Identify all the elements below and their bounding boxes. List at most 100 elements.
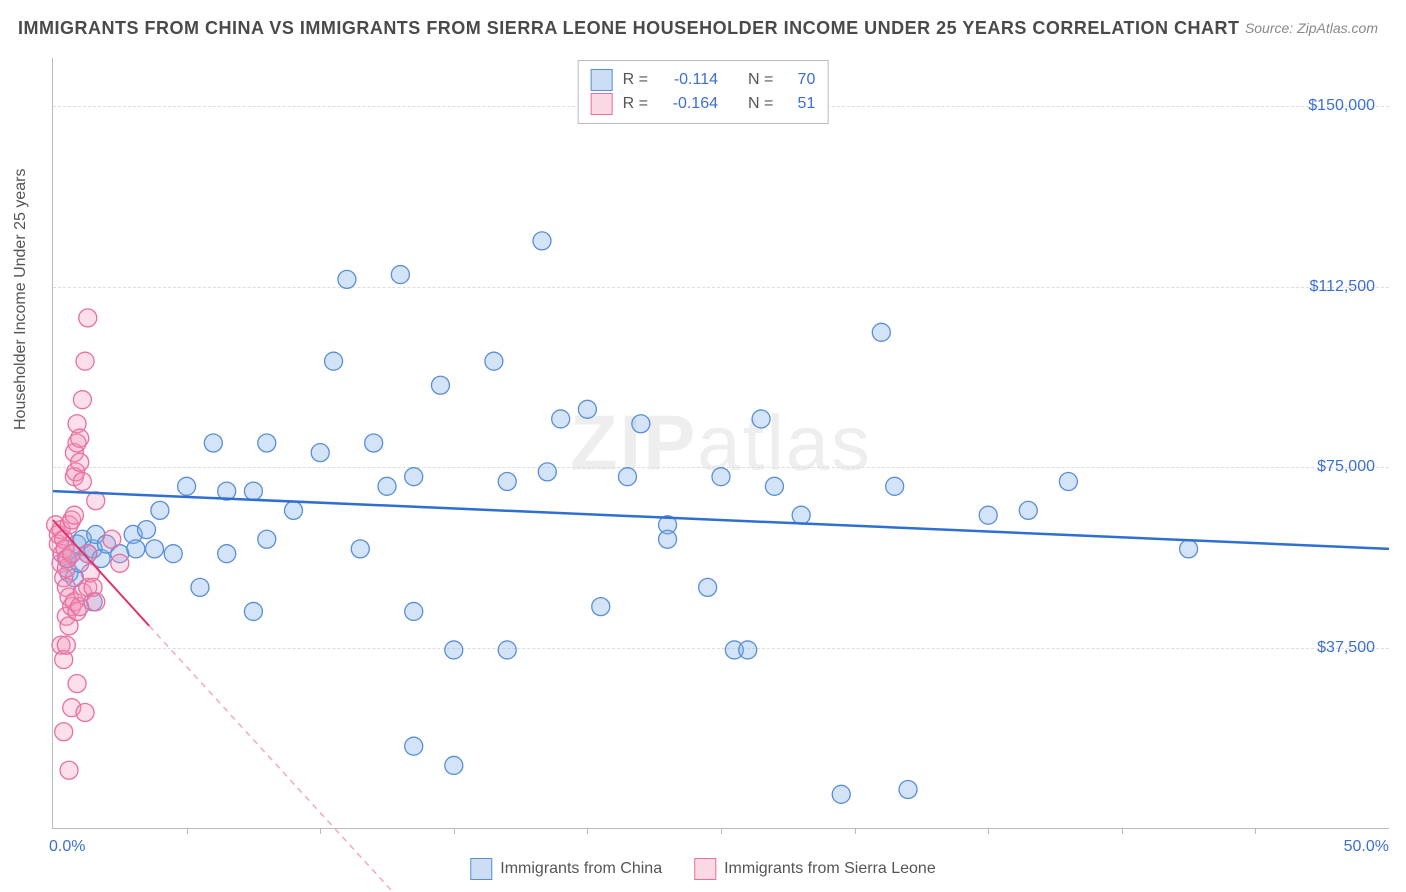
x-tick: [1122, 828, 1123, 834]
data-point: [618, 468, 636, 486]
data-point: [76, 352, 94, 370]
data-point: [71, 429, 89, 447]
chart-container: IMMIGRANTS FROM CHINA VS IMMIGRANTS FROM…: [0, 0, 1406, 892]
trend-line: [53, 491, 1389, 549]
data-point: [886, 477, 904, 495]
n-label: N =: [748, 71, 773, 89]
swatch-icon: [694, 858, 716, 880]
data-point: [752, 410, 770, 428]
data-point: [351, 540, 369, 558]
data-point: [979, 506, 997, 524]
data-point: [578, 400, 596, 418]
data-point: [632, 415, 650, 433]
data-point: [258, 530, 276, 548]
n-value: 51: [783, 95, 815, 113]
data-point: [65, 506, 83, 524]
swatch-icon: [470, 858, 492, 880]
data-point: [57, 636, 75, 654]
n-value: 70: [783, 71, 815, 89]
data-point: [68, 675, 86, 693]
legend-stats-row: R = -0.164 N = 51: [591, 93, 816, 115]
r-value: -0.164: [658, 95, 718, 113]
data-point: [103, 530, 121, 548]
x-tick: [187, 828, 188, 834]
r-label: R =: [623, 95, 648, 113]
data-point: [431, 376, 449, 394]
data-point: [71, 453, 89, 471]
data-point: [76, 704, 94, 722]
data-point: [178, 477, 196, 495]
data-point: [218, 545, 236, 563]
legend-label: Immigrants from China: [500, 860, 662, 878]
data-point: [872, 323, 890, 341]
legend-stats-row: R = -0.114 N = 70: [591, 69, 816, 91]
data-point: [127, 540, 145, 558]
data-point: [1180, 540, 1198, 558]
x-axis-min-label: 0.0%: [49, 838, 85, 856]
data-point: [164, 545, 182, 563]
data-point: [284, 501, 302, 519]
data-point: [498, 473, 516, 491]
data-point: [258, 434, 276, 452]
data-point: [712, 468, 730, 486]
data-point: [485, 352, 503, 370]
data-point: [659, 530, 677, 548]
x-tick: [988, 828, 989, 834]
data-point: [533, 232, 551, 250]
swatch-icon: [591, 69, 613, 91]
chart-title: IMMIGRANTS FROM CHINA VS IMMIGRANTS FROM…: [18, 18, 1240, 39]
data-point: [378, 477, 396, 495]
data-point: [146, 540, 164, 558]
data-point: [55, 723, 73, 741]
data-point: [445, 756, 463, 774]
x-tick: [1255, 828, 1256, 834]
data-point: [552, 410, 570, 428]
x-tick: [721, 828, 722, 834]
data-point: [365, 434, 383, 452]
data-point: [792, 506, 810, 524]
data-point: [445, 641, 463, 659]
data-point: [592, 598, 610, 616]
data-point: [79, 545, 97, 563]
r-label: R =: [623, 71, 648, 89]
data-point: [739, 641, 757, 659]
data-point: [405, 602, 423, 620]
data-point: [204, 434, 222, 452]
data-point: [60, 761, 78, 779]
r-value: -0.114: [658, 71, 718, 89]
data-point: [699, 578, 717, 596]
data-point: [151, 501, 169, 519]
legend-label: Immigrants from Sierra Leone: [724, 860, 936, 878]
data-point: [138, 521, 156, 539]
trend-line-extrapolated: [149, 626, 400, 892]
data-point: [244, 482, 262, 500]
y-axis-label: Householder Income Under 25 years: [12, 169, 30, 430]
legend-stats: R = -0.114 N = 70 R = -0.164 N = 51: [578, 60, 829, 124]
scatter-svg: [53, 58, 1389, 828]
data-point: [832, 785, 850, 803]
data-point: [111, 554, 129, 572]
data-point: [899, 781, 917, 799]
swatch-icon: [591, 93, 613, 115]
legend-item: Immigrants from China: [470, 858, 662, 880]
x-tick: [320, 828, 321, 834]
x-tick: [855, 828, 856, 834]
data-point: [191, 578, 209, 596]
plot-area: ZIPatlas $37,500$75,000$112,500$150,000 …: [52, 58, 1389, 829]
legend-item: Immigrants from Sierra Leone: [694, 858, 936, 880]
data-point: [311, 444, 329, 462]
data-point: [405, 468, 423, 486]
data-point: [79, 309, 97, 327]
data-point: [244, 602, 262, 620]
data-point: [1019, 501, 1037, 519]
data-point: [1059, 473, 1077, 491]
x-tick: [587, 828, 588, 834]
source-label: Source: ZipAtlas.com: [1245, 20, 1378, 36]
data-point: [765, 477, 783, 495]
data-point: [87, 593, 105, 611]
x-axis-max-label: 50.0%: [1344, 838, 1389, 856]
data-point: [391, 266, 409, 284]
data-point: [538, 463, 556, 481]
data-point: [498, 641, 516, 659]
data-point: [73, 473, 91, 491]
